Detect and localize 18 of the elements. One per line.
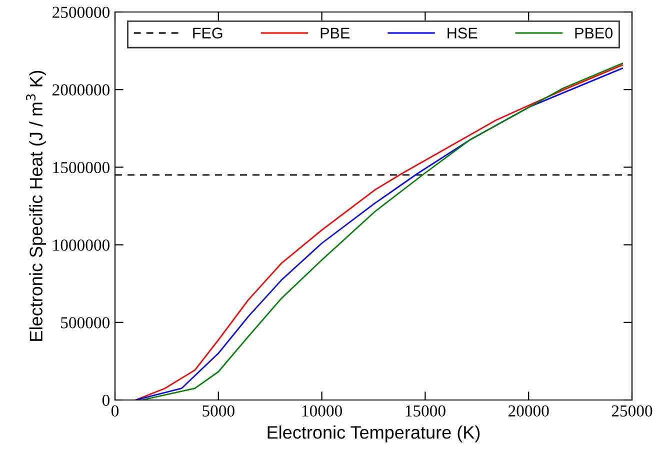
y-tick-label: 1000000 [53, 240, 110, 251]
legend-label: PBE0 [575, 28, 613, 38]
y-axis-title: Electronic Specific Heat (J / m$^{3}$ K) [26, 70, 46, 341]
legend-label: HSE [448, 28, 478, 38]
y-tick-label: 500000 [61, 317, 110, 328]
legend-label: FEG [193, 28, 222, 38]
x-tick-label: 5000 [202, 405, 234, 417]
x-tick-label: 25000 [612, 405, 652, 417]
x-tick-label: 15000 [406, 405, 446, 417]
legend-label: PBE [320, 28, 350, 38]
y-tick-label: 1500000 [53, 162, 110, 174]
x-tick-label: 0 [111, 405, 119, 417]
y-tick-label: 0 [102, 394, 110, 406]
y-tick-label: 2000000 [52, 84, 110, 96]
x-tick-label: 10000 [302, 405, 342, 417]
x-axis-title: Electronic Temperature (K) [268, 426, 480, 442]
x-tick-label: 20000 [508, 405, 549, 417]
y-tick-label: 2500000 [52, 6, 110, 18]
